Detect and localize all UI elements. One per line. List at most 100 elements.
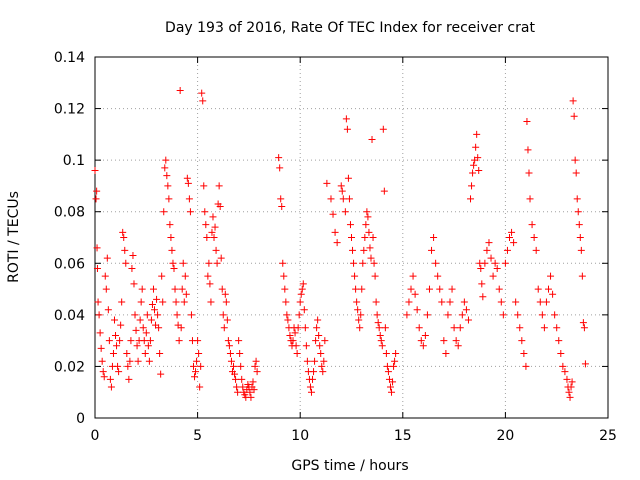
data-point	[452, 337, 460, 345]
data-point	[99, 368, 107, 376]
data-point	[207, 298, 215, 306]
data-point	[381, 324, 389, 332]
data-point	[209, 213, 217, 221]
data-point	[216, 203, 224, 211]
data-point	[196, 383, 204, 391]
data-point	[253, 368, 261, 376]
data-point	[380, 187, 388, 195]
data-point	[197, 362, 205, 370]
data-point	[134, 357, 142, 365]
data-point	[341, 208, 349, 216]
data-point	[146, 337, 154, 345]
data-point	[93, 187, 101, 195]
data-point	[165, 195, 173, 203]
data-point	[112, 331, 120, 339]
data-point	[474, 154, 482, 162]
data-point	[473, 130, 481, 138]
data-point	[311, 357, 319, 365]
data-point	[103, 254, 111, 262]
data-point	[238, 375, 246, 383]
data-point	[356, 324, 364, 332]
data-point	[314, 316, 322, 324]
data-point	[180, 298, 188, 306]
data-point	[460, 298, 468, 306]
plot-frame	[94, 56, 609, 419]
data-point	[142, 329, 150, 337]
data-point	[246, 388, 254, 396]
data-point	[338, 187, 346, 195]
data-point	[327, 195, 335, 203]
data-point	[100, 373, 108, 381]
data-point	[183, 174, 191, 182]
data-point	[331, 228, 339, 236]
data-point	[283, 311, 291, 319]
data-point	[337, 182, 345, 190]
data-point	[310, 368, 318, 376]
data-point	[130, 280, 138, 288]
y-tick-label: 0.02	[54, 359, 85, 375]
data-point	[557, 350, 565, 358]
data-point	[349, 246, 357, 254]
data-point	[168, 246, 176, 254]
data-point	[284, 316, 292, 324]
data-point	[329, 210, 337, 218]
data-point	[361, 234, 369, 241]
data-point	[194, 337, 202, 345]
data-point	[143, 311, 151, 319]
data-point	[175, 337, 183, 345]
data-point	[351, 272, 359, 280]
x-tick-label: 10	[291, 428, 309, 444]
data-point	[524, 146, 532, 154]
data-point	[220, 324, 228, 332]
data-point	[363, 208, 371, 216]
data-point	[280, 272, 288, 280]
data-point	[163, 172, 171, 180]
data-point	[278, 203, 286, 211]
data-point	[179, 259, 187, 267]
data-point	[224, 337, 232, 345]
data-point	[106, 375, 114, 383]
data-point	[358, 285, 366, 293]
data-point	[131, 311, 139, 319]
data-point	[321, 337, 329, 345]
data-point	[94, 298, 102, 306]
data-point	[95, 311, 103, 319]
data-point	[307, 388, 315, 396]
data-point	[448, 285, 456, 293]
data-point	[367, 254, 375, 262]
y-tick-label: 0.06	[54, 256, 85, 272]
data-point	[458, 311, 466, 319]
data-point	[559, 362, 567, 370]
data-point	[432, 259, 440, 267]
data-point	[148, 301, 156, 309]
data-point	[127, 337, 135, 345]
data-point	[413, 306, 421, 314]
data-point	[440, 337, 448, 345]
data-point	[350, 259, 358, 267]
data-point	[117, 321, 125, 329]
data-point	[215, 182, 223, 190]
data-point	[182, 290, 190, 298]
data-point	[360, 246, 368, 254]
data-point	[158, 272, 166, 280]
data-point	[137, 298, 145, 306]
data-point	[149, 285, 157, 293]
data-point	[446, 298, 454, 306]
data-point	[383, 362, 391, 370]
data-point	[155, 324, 163, 332]
data-point	[479, 293, 487, 301]
data-point	[164, 182, 172, 190]
data-point	[201, 208, 209, 216]
data-point	[115, 368, 123, 376]
data-point	[376, 331, 384, 339]
data-point	[581, 360, 589, 368]
data-point	[231, 370, 239, 378]
data-point	[436, 285, 444, 293]
data-point	[239, 383, 247, 391]
data-point	[405, 298, 413, 306]
data-point	[526, 195, 534, 203]
data-point	[249, 378, 257, 386]
data-point	[145, 357, 153, 365]
data-point	[354, 306, 362, 314]
data-point	[450, 324, 458, 332]
